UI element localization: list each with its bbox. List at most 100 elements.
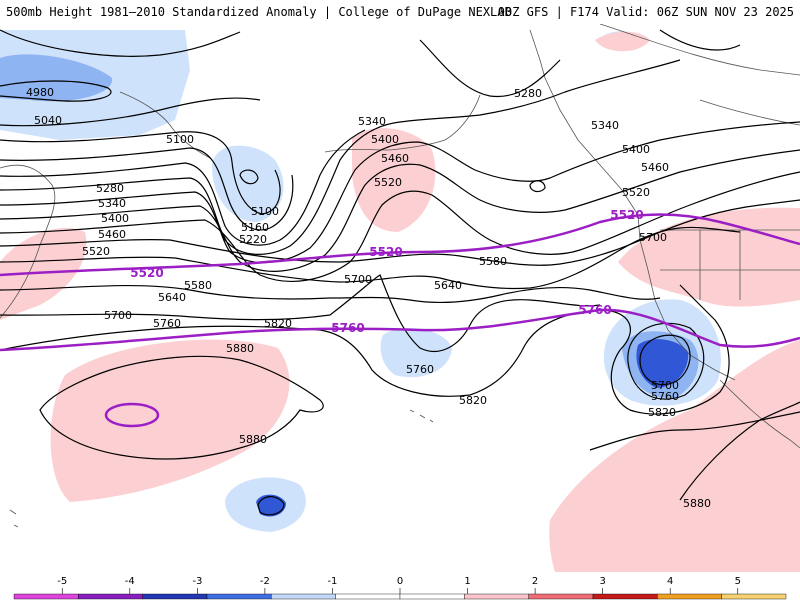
reference-contours xyxy=(0,213,800,428)
contour-line xyxy=(0,131,281,215)
colorbar-bins xyxy=(13,593,787,600)
contour-label: 5220 xyxy=(239,233,267,246)
contour-label: 5460 xyxy=(98,228,126,241)
colorbar-tick-label: -1 xyxy=(327,576,337,587)
contour-label: 4980 xyxy=(26,86,54,99)
colorbar-tick-label: -5 xyxy=(57,576,67,587)
height-contours xyxy=(0,29,800,516)
colorbar-bin xyxy=(399,593,465,600)
pos-anomaly-area xyxy=(595,31,650,52)
contour-label: 5880 xyxy=(683,497,711,510)
contour-label: 5820 xyxy=(648,406,676,419)
contour-label: 5580 xyxy=(479,255,507,268)
contour-label: 5460 xyxy=(641,161,669,174)
contour-label: 5460 xyxy=(381,152,409,165)
map-header: 500mb Height 1981–2010 Standardized Anom… xyxy=(0,0,800,25)
contour-line xyxy=(589,411,800,451)
pos-anomaly-area xyxy=(50,339,290,502)
reference-label: 5760 xyxy=(578,303,611,317)
colorbar-bin xyxy=(13,593,79,600)
reference-label: 5520 xyxy=(369,245,402,259)
neg-anomaly-area xyxy=(256,494,286,517)
colorbar-bin xyxy=(78,593,143,600)
model-run-info: 00Z GFS | F174 Valid: 06Z SUN NOV 23 202… xyxy=(497,5,794,19)
reference-label: 5520 xyxy=(130,266,163,280)
coastline xyxy=(324,94,481,153)
contour-line xyxy=(239,169,259,185)
contour-label: 5700 xyxy=(639,231,667,244)
colorbar-bin xyxy=(592,593,658,600)
contour-label: 5700 xyxy=(104,309,132,322)
contour-line xyxy=(679,401,800,501)
pos-anomaly-area xyxy=(0,227,87,320)
contour-label: 5340 xyxy=(98,197,126,210)
contour-line xyxy=(0,226,741,290)
contour-label: 5640 xyxy=(158,291,186,304)
contour-label: 5580 xyxy=(184,279,212,292)
contour-line xyxy=(0,59,681,255)
colorbar-ticks: -5 -4 -3 -2 -1 0 1 2 3 4 5 xyxy=(57,576,741,594)
contour-label: 5880 xyxy=(226,342,254,355)
contour-label: 5520 xyxy=(622,186,650,199)
contour-label: 5760 xyxy=(406,363,434,376)
contour-label: 5040 xyxy=(34,114,62,127)
contour-label: 5880 xyxy=(239,433,267,446)
contour-line xyxy=(0,147,294,231)
colorbar-bin xyxy=(657,593,722,600)
map-title: 500mb Height 1981–2010 Standardized Anom… xyxy=(6,5,512,19)
state-borders xyxy=(660,229,800,300)
contour-label: 5340 xyxy=(591,119,619,132)
contour-line xyxy=(659,29,741,51)
coastline xyxy=(0,164,56,319)
colorbar-bin xyxy=(206,593,272,600)
neg-anomaly-area xyxy=(380,328,452,378)
anomaly-map: 4980 5040 5100 5100 5160 5220 5280 5280 … xyxy=(0,24,800,572)
contour-line xyxy=(257,496,285,516)
colorbar-tick-label: -3 xyxy=(192,576,202,587)
neg-anomaly-area xyxy=(636,339,689,388)
colorbar-tick-label: 0 xyxy=(397,576,403,587)
contour-label: 5700 xyxy=(651,379,679,392)
hawaii-islands xyxy=(409,409,434,423)
contour-line xyxy=(0,29,241,57)
colorbar-tick-label: 5 xyxy=(735,576,741,587)
colorbar-tick-label: 2 xyxy=(532,576,538,587)
contour-line xyxy=(0,121,800,263)
reference-contour-5880-closed xyxy=(104,402,160,428)
reference-contour-labels: 5520 5520 5520 5760 5760 xyxy=(130,208,643,335)
contour-line xyxy=(0,129,366,246)
contour-line xyxy=(0,274,601,353)
contour-label: 5160 xyxy=(241,221,269,234)
anomaly-shading xyxy=(0,30,800,572)
contour-line xyxy=(627,322,705,400)
colorbar-bin xyxy=(721,593,787,600)
reference-label: 5760 xyxy=(331,321,364,335)
contour-label: 5400 xyxy=(101,212,129,225)
colorbar-bin xyxy=(142,593,208,600)
contour-label: 5100 xyxy=(166,133,194,146)
coastline xyxy=(719,379,800,449)
contour-label: 5520 xyxy=(82,245,110,258)
contour-label: 5400 xyxy=(622,143,650,156)
contour-label: 5400 xyxy=(371,133,399,146)
colorbar-bin xyxy=(528,593,594,600)
contour-line xyxy=(39,355,324,460)
contour-line xyxy=(639,334,691,386)
contour-label: 5340 xyxy=(358,115,386,128)
contour-line xyxy=(0,97,261,127)
contour-line xyxy=(419,39,561,98)
neg-anomaly-area xyxy=(0,54,113,102)
contour-label: 5760 xyxy=(153,317,181,330)
contour-label: 5280 xyxy=(514,87,542,100)
colorbar-tick-label: 4 xyxy=(667,576,673,587)
colorbar-tick-label: -2 xyxy=(260,576,270,587)
colorbar-tick-label: 1 xyxy=(464,576,470,587)
contour-label: 5640 xyxy=(434,279,462,292)
coastline xyxy=(599,24,800,76)
pos-anomaly-area xyxy=(618,207,800,307)
contour-label: 5760 xyxy=(651,390,679,403)
contour-line xyxy=(0,171,800,282)
contour-line xyxy=(529,180,546,193)
reference-contour-5520 xyxy=(0,213,800,277)
coastline xyxy=(9,509,19,528)
